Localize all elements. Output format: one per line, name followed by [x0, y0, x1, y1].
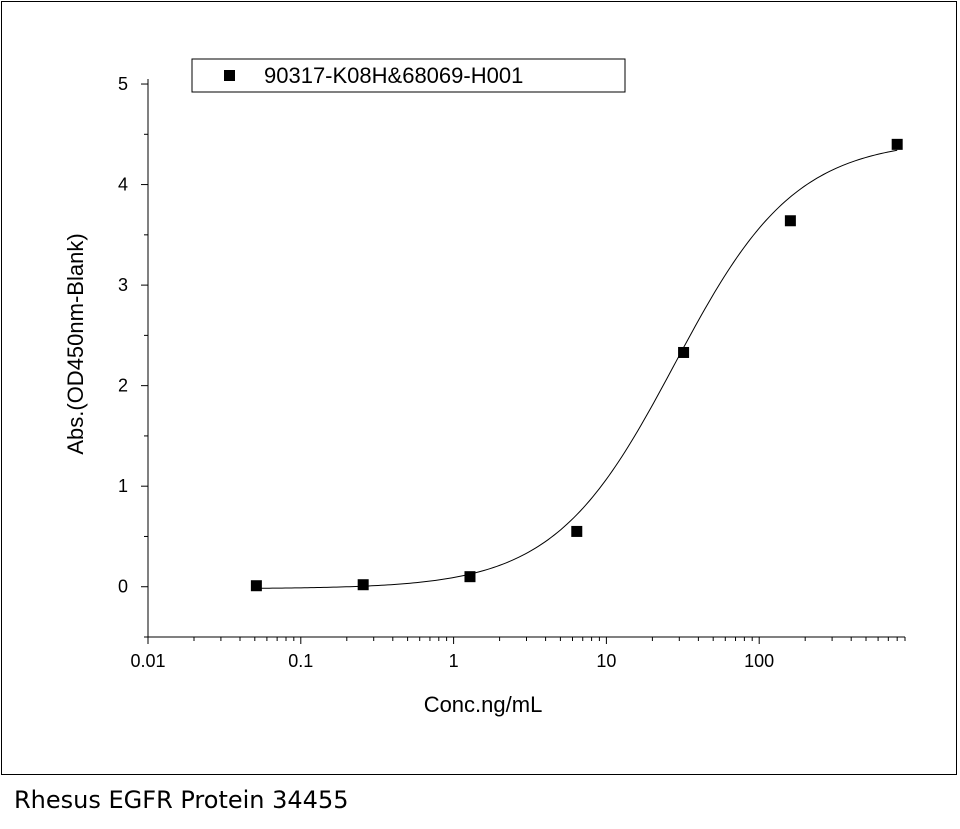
legend-box: [191, 58, 626, 93]
y-tick-label: 0: [118, 577, 128, 597]
x-tick-label: 0.1: [288, 651, 313, 671]
fit-curve: [256, 149, 898, 589]
x-tick-label: 100: [744, 651, 774, 671]
y-tick-label: 1: [118, 476, 128, 496]
figure-frame: [1, 1, 957, 775]
y-tick-label: 3: [118, 275, 128, 295]
axes: [141, 79, 906, 644]
y-tick-label: 5: [118, 74, 128, 94]
x-tick-label: 0.01: [130, 651, 165, 671]
legend: 90317-K08H&68069-H001: [191, 58, 626, 93]
chart: 0 1 2 3 4 5 0.01 0.1 1 10 100 Conc.ng/mL Abs.(OD45…: [63, 58, 906, 717]
legend-marker: [224, 70, 235, 81]
fit-curve-layer: [256, 149, 898, 589]
figure-caption: Rhesus EGFR Protein 34455: [14, 786, 349, 814]
y-tick-label: 4: [118, 175, 128, 195]
tick-labels-layer: 0 1 2 3 4 5 0.01 0.1 1 10 100: [118, 74, 774, 671]
y-axis-title: Abs.(OD450nm-Blank): [63, 233, 88, 454]
data-point: [250, 580, 262, 592]
data-point: [464, 571, 476, 583]
data-point: [678, 346, 690, 358]
data-point: [784, 215, 796, 227]
y-tick-label: 2: [118, 376, 128, 396]
data-points-layer: [250, 138, 903, 592]
data-point: [357, 579, 369, 591]
data-point: [571, 525, 583, 537]
x-tick-label: 10: [596, 651, 616, 671]
x-tick-label: 1: [449, 651, 459, 671]
x-axis-title: Conc.ng/mL: [424, 692, 543, 717]
legend-label: 90317-K08H&68069-H001: [264, 63, 523, 88]
data-point: [891, 138, 903, 150]
